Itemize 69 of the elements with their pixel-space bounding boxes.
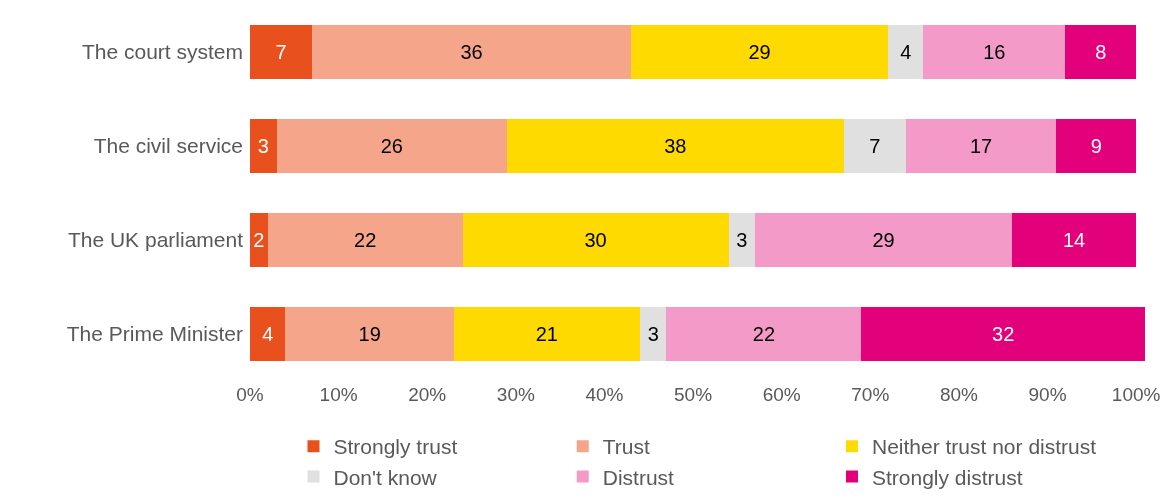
x-tick-label: 60% bbox=[762, 384, 801, 405]
bar bbox=[250, 306, 286, 362]
legend-label: Don't know bbox=[333, 465, 438, 489]
legend-label: Distrust bbox=[602, 465, 675, 489]
legend-label: Neither trust nor distrust bbox=[871, 435, 1097, 459]
bar bbox=[639, 306, 667, 362]
data-label: 22 bbox=[752, 323, 776, 345]
bar bbox=[1056, 118, 1137, 174]
bar bbox=[861, 306, 1145, 362]
data-label: 16 bbox=[983, 41, 1006, 63]
bar bbox=[1012, 212, 1137, 268]
data-label: 22 bbox=[354, 229, 377, 251]
data-label: 4 bbox=[900, 41, 912, 63]
bar bbox=[250, 118, 277, 174]
data-label: 21 bbox=[535, 323, 558, 345]
y-tick-label: The Prime Minister bbox=[66, 322, 244, 346]
bar bbox=[462, 212, 729, 268]
data-label: 3 bbox=[647, 323, 659, 345]
x-tick-label: 50% bbox=[674, 384, 713, 405]
data-label: 8 bbox=[1095, 41, 1107, 63]
y-tick-label: The court system bbox=[81, 40, 243, 64]
bar bbox=[312, 24, 632, 80]
bar bbox=[905, 118, 1057, 174]
x-tick-label: 80% bbox=[939, 384, 979, 405]
data-label: 26 bbox=[380, 135, 403, 157]
data-label: 2 bbox=[253, 229, 265, 251]
data-label: 32 bbox=[992, 323, 1015, 345]
bar bbox=[250, 24, 313, 80]
x-tick-label: 20% bbox=[408, 384, 447, 405]
x-tick-label: 0% bbox=[236, 384, 264, 405]
bar bbox=[631, 24, 889, 80]
x-tick-label: 70% bbox=[851, 384, 890, 405]
x-tick-label: 90% bbox=[1028, 384, 1067, 405]
bar bbox=[250, 212, 268, 268]
x-tick-label: 100% bbox=[1111, 384, 1161, 405]
bar bbox=[267, 212, 463, 268]
y-tick-label: The civil service bbox=[93, 134, 243, 158]
legend-label: Strongly trust bbox=[333, 435, 458, 459]
bar bbox=[285, 306, 454, 362]
data-label: 29 bbox=[748, 41, 771, 63]
x-tick-label: 30% bbox=[496, 384, 535, 405]
bar bbox=[1065, 24, 1137, 80]
data-label: 30 bbox=[584, 229, 607, 251]
data-label: 7 bbox=[275, 41, 287, 63]
bar bbox=[453, 306, 640, 362]
x-tick-label: 40% bbox=[585, 384, 624, 405]
bar bbox=[923, 24, 1066, 80]
data-label: 36 bbox=[460, 41, 483, 63]
bar bbox=[506, 118, 844, 174]
legend-label: Strongly distrust bbox=[871, 465, 1023, 489]
bar bbox=[276, 118, 507, 174]
data-label: 3 bbox=[257, 135, 269, 157]
bar bbox=[888, 24, 924, 80]
bar bbox=[728, 212, 756, 268]
bar bbox=[666, 306, 862, 362]
bar bbox=[843, 118, 906, 174]
data-label: 3 bbox=[736, 229, 748, 251]
data-label: 29 bbox=[872, 229, 895, 251]
y-tick-label: The UK parliament bbox=[67, 228, 244, 252]
data-label: 4 bbox=[262, 323, 274, 345]
bar bbox=[755, 212, 1013, 268]
data-label: 7 bbox=[869, 135, 881, 157]
data-label: 38 bbox=[664, 135, 687, 157]
data-label: 9 bbox=[1090, 135, 1102, 157]
legend-label: Trust bbox=[602, 435, 650, 459]
data-label: 14 bbox=[1062, 229, 1086, 251]
data-label: 17 bbox=[969, 135, 993, 157]
data-label: 19 bbox=[358, 323, 381, 345]
x-tick-label: 10% bbox=[319, 384, 358, 405]
